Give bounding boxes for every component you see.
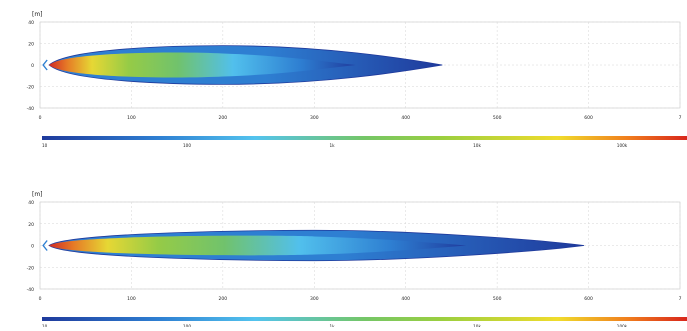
y-tick-label: 40 — [28, 20, 34, 26]
x-tick-label: 600 — [584, 115, 593, 121]
y-tick-label: -20 — [27, 265, 34, 271]
x-tick-label: 100 — [127, 115, 136, 121]
x-tick-label: 7 — [679, 296, 682, 302]
source-marker — [42, 240, 48, 251]
x-tick-label: 0 — [39, 296, 42, 302]
y-axis-label: [m] — [32, 11, 43, 18]
colorbar-tick-label: 10k — [473, 143, 481, 148]
y-tick-label: -20 — [27, 85, 34, 91]
source-marker — [42, 59, 48, 71]
x-tick-label: 500 — [493, 115, 502, 121]
x-tick-label: 500 — [493, 296, 502, 302]
colorbar-tick-label: 1k — [329, 143, 335, 148]
colorbar-tick-label: 100k — [617, 143, 628, 148]
x-tick-label: 600 — [584, 296, 593, 302]
y-axis-label: [m] — [32, 191, 43, 198]
colorbar-tick-label: 100 — [183, 143, 191, 148]
x-tick-label: 200 — [219, 115, 228, 121]
y-tick-label: 20 — [28, 222, 34, 228]
x-tick-label: 300 — [310, 296, 319, 302]
y-tick-label: 40 — [28, 200, 34, 206]
x-tick-label: 100 — [127, 296, 136, 302]
y-tick-label: 0 — [31, 244, 34, 250]
y-tick-label: 20 — [28, 42, 34, 48]
x-tick-label: 400 — [401, 296, 410, 302]
x-tick-label: 0 — [39, 115, 42, 121]
y-tick-label: 0 — [31, 63, 34, 69]
y-tick-label: -40 — [27, 106, 34, 112]
colorbar — [42, 136, 687, 140]
colorbar-tick-label: 10 — [42, 143, 48, 148]
x-tick-label: 400 — [401, 115, 410, 121]
x-tick-label: 7 — [679, 115, 682, 121]
colorbar — [42, 317, 687, 321]
beam-core-gradient — [49, 235, 467, 256]
x-tick-label: 200 — [219, 296, 228, 302]
x-tick-label: 300 — [310, 115, 319, 121]
beam-core-gradient — [49, 52, 356, 78]
y-tick-label: -40 — [27, 287, 34, 293]
